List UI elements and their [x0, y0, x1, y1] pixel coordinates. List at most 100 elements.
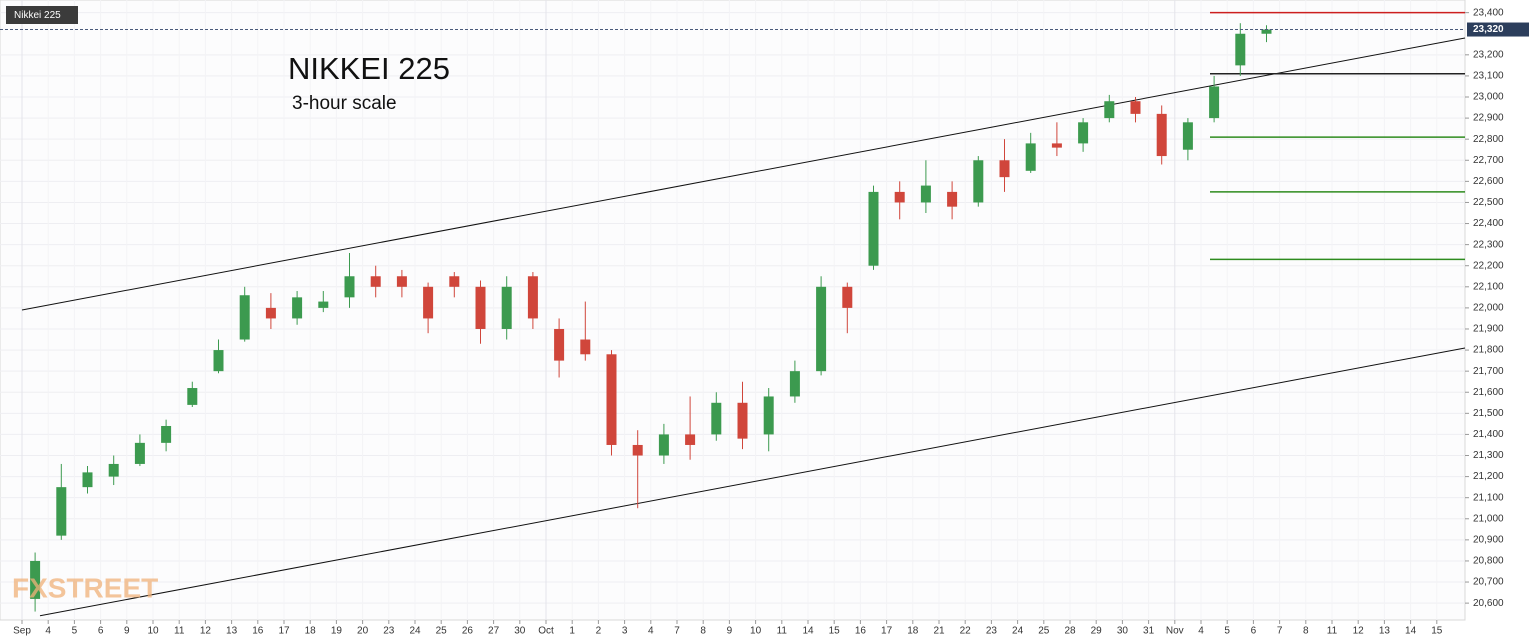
candle-body [370, 276, 381, 287]
y-tick-label: 23,100 [1473, 71, 1504, 82]
x-tick-label: 23 [986, 626, 998, 637]
x-tick-label: 2 [596, 626, 602, 637]
x-tick-label: 11 [1327, 626, 1338, 637]
x-tick-label: 4 [45, 626, 51, 637]
candle-body [1078, 122, 1089, 144]
x-tick-label: 17 [278, 626, 290, 637]
x-tick-label: 23 [383, 626, 395, 637]
x-tick-label: 18 [907, 626, 919, 637]
x-tick-label: 7 [1277, 626, 1283, 637]
x-tick-label: 16 [252, 626, 264, 637]
y-tick-label: 21,700 [1473, 366, 1504, 377]
candle-body [685, 434, 696, 445]
candle-body [711, 402, 722, 435]
candle-body [213, 350, 224, 372]
x-tick-label: 24 [1012, 626, 1024, 637]
x-tick-label: 20 [357, 626, 369, 637]
x-tick-label: 31 [1143, 626, 1155, 637]
x-tick-label: 1 [569, 626, 575, 637]
candle-body [894, 191, 905, 203]
x-tick-label: 30 [1117, 626, 1129, 637]
y-tick-label: 22,600 [1473, 176, 1504, 187]
candle-body [763, 396, 774, 435]
y-tick-label: 21,100 [1473, 492, 1504, 503]
y-tick-label: 22,000 [1473, 303, 1504, 314]
candle-body [789, 371, 800, 397]
candle-body [1051, 143, 1062, 148]
candle-body [947, 191, 958, 207]
candle-body [1261, 29, 1272, 34]
candle-body [554, 328, 565, 361]
plot-area [0, 0, 1466, 621]
x-tick-label: 12 [1353, 626, 1365, 637]
candle-body [239, 295, 250, 340]
candle-body [973, 160, 984, 203]
candle-body [292, 297, 303, 319]
y-tick-label: 23,000 [1473, 92, 1504, 103]
x-tick-label: 22 [960, 626, 972, 637]
candle-body [475, 286, 486, 329]
y-tick-label: 21,400 [1473, 429, 1504, 440]
x-tick-label: Sep [13, 626, 31, 637]
y-tick-label: 23,400 [1473, 7, 1504, 18]
x-tick-label: 4 [648, 626, 654, 637]
candle-body [501, 286, 512, 329]
x-tick-label: 4 [1198, 626, 1204, 637]
candle-body [134, 442, 145, 464]
candle-body [737, 402, 748, 439]
candle-body [187, 388, 198, 405]
y-tick-label: 20,700 [1473, 577, 1504, 588]
candle-body [449, 276, 460, 287]
candle-body [868, 191, 879, 266]
y-tick-label: 22,900 [1473, 113, 1504, 124]
layer: 20,600 20,700 20,800 20,900 21,000 21,100 21,2… [0, 0, 1504, 637]
trend-line [39, 347, 1466, 617]
y-tick-label: 21,900 [1473, 324, 1504, 335]
y-tick-label: 21,000 [1473, 513, 1504, 524]
x-tick-label: 25 [436, 626, 448, 637]
last-price-label: 23,320 [1473, 24, 1504, 35]
candle-body [344, 276, 355, 298]
symbol-label: Nikkei 225 [14, 10, 61, 21]
x-tick-label: 13 [1379, 626, 1391, 637]
candle-body [1104, 101, 1115, 119]
candle-body [396, 276, 407, 287]
x-tick-label: 6 [1251, 626, 1257, 637]
x-tick-label: Nov [1166, 626, 1184, 637]
candle-body [1235, 33, 1246, 66]
x-tick-label: 9 [124, 626, 130, 637]
candle-body [842, 286, 853, 308]
y-tick-label: 21,200 [1473, 471, 1504, 482]
x-tick-label: 14 [802, 626, 814, 637]
x-tick-label: 12 [200, 626, 212, 637]
candle-body [658, 434, 669, 456]
x-tick-label: 11 [174, 626, 185, 637]
x-tick-label: 14 [1405, 626, 1417, 637]
x-tick-label: 16 [855, 626, 867, 637]
candle-body [82, 472, 93, 488]
trend-line [21, 37, 1466, 311]
chart-subtitle: 3-hour scale [292, 93, 397, 114]
candle-body [56, 487, 67, 536]
x-tick-label: 27 [488, 626, 500, 637]
x-tick-label: 9 [727, 626, 733, 637]
x-tick-label: 26 [462, 626, 474, 637]
y-tick-label: 22,700 [1473, 155, 1504, 166]
y-tick-label: 21,300 [1473, 450, 1504, 461]
x-tick-label: 24 [409, 626, 421, 637]
y-tick-label: 22,300 [1473, 239, 1504, 250]
x-tick-label: 10 [750, 626, 762, 637]
candle-body [606, 354, 617, 445]
x-tick-label: 15 [829, 626, 841, 637]
candle-body [318, 301, 329, 308]
candle-body [1209, 86, 1220, 119]
candle-body [527, 276, 538, 319]
x-tick-label: 8 [1303, 626, 1309, 637]
x-tick-label: 5 [1224, 626, 1230, 637]
candle-body [580, 339, 591, 355]
x-tick-label: 8 [700, 626, 706, 637]
y-tick-label: 21,500 [1473, 408, 1504, 419]
x-tick-label: 28 [1064, 626, 1076, 637]
y-tick-label: 23,200 [1473, 49, 1504, 60]
